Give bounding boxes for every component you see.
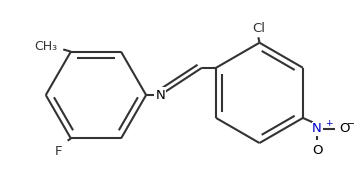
Text: −: − <box>347 119 354 129</box>
Text: +: + <box>325 119 333 129</box>
Text: Cl: Cl <box>252 22 265 35</box>
Text: O: O <box>312 144 322 157</box>
Text: O: O <box>339 122 349 135</box>
Text: CH₃: CH₃ <box>35 40 58 53</box>
Text: F: F <box>55 145 62 158</box>
Text: N: N <box>312 122 322 135</box>
Text: N: N <box>155 88 165 101</box>
